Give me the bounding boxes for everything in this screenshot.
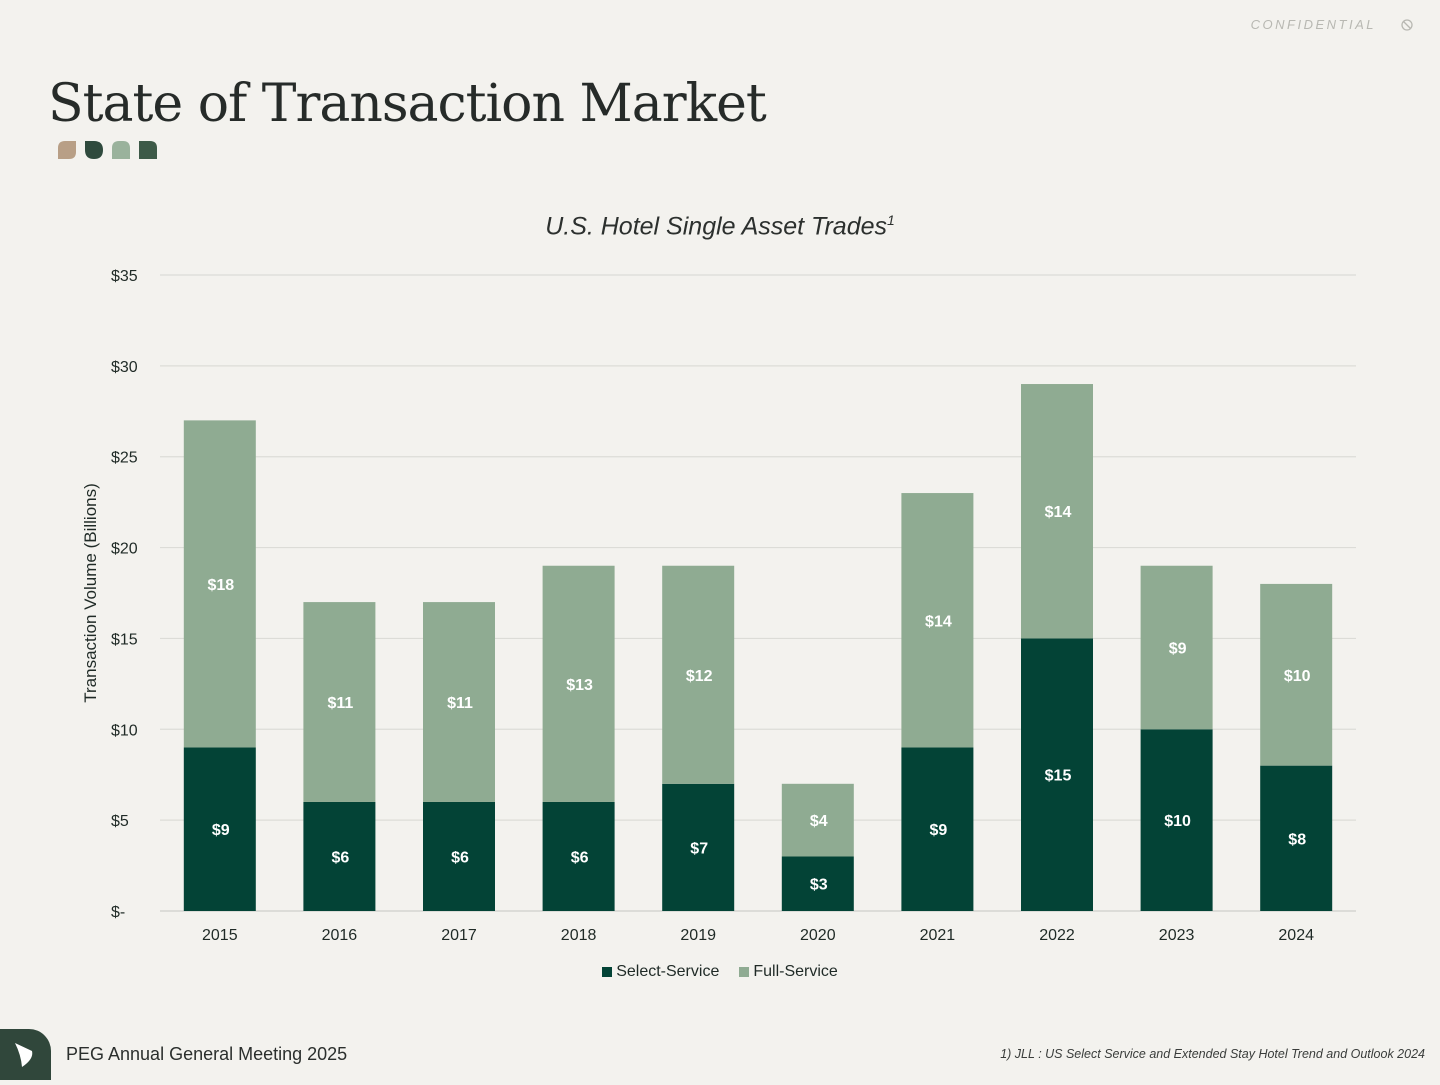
data-label-select-service-2023: $10 — [1164, 813, 1191, 830]
data-label-select-service-2019: $7 — [690, 840, 708, 857]
data-label-full-service-2017: $11 — [447, 695, 473, 712]
chart-title-footnote-mark: 1 — [887, 212, 895, 228]
y-tick-label: $20 — [111, 541, 138, 558]
data-label-full-service-2022: $14 — [1045, 504, 1072, 521]
x-tick-label: 2018 — [561, 927, 597, 944]
bar-full-service-2016 — [303, 602, 376, 802]
y-tick-label: $30 — [111, 359, 138, 376]
leaf-icon-1 — [58, 141, 76, 159]
x-tick-label: 2021 — [920, 927, 956, 944]
data-label-select-service-2018: $6 — [571, 849, 589, 866]
data-label-full-service-2020: $4 — [810, 813, 828, 830]
chart-title: U.S. Hotel Single Asset Trades1 — [545, 212, 895, 241]
bar-full-service-2018 — [542, 565, 615, 802]
data-label-full-service-2016: $11 — [327, 695, 353, 712]
bar-full-service-2024 — [1260, 583, 1333, 766]
y-tick-label: $10 — [111, 722, 138, 739]
legend-swatch-full-service — [739, 967, 750, 977]
bar-select-service-2016 — [303, 801, 376, 911]
chart-legend: Select-Service Full-Service — [0, 963, 1440, 981]
no-share-icon — [1401, 19, 1413, 31]
x-tick-label: 2015 — [202, 927, 238, 944]
x-tick-label: 2023 — [1159, 927, 1195, 944]
data-label-full-service-2019: $12 — [686, 668, 713, 685]
legend-label-full-service: Full-Service — [753, 963, 838, 980]
x-tick-label: 2017 — [441, 927, 477, 944]
bar-full-service-2015 — [183, 420, 256, 748]
legend-item-select-service: Select-Service — [602, 963, 719, 981]
data-label-full-service-2023: $9 — [1169, 641, 1187, 658]
data-label-full-service-2018: $13 — [566, 677, 593, 694]
bar-select-service-2020 — [781, 856, 854, 911]
bar-full-service-2021 — [901, 493, 974, 748]
bar-select-service-2021 — [901, 747, 974, 911]
leaf-icon-2 — [85, 141, 103, 159]
data-label-select-service-2016: $6 — [332, 849, 350, 866]
x-tick-label: 2022 — [1039, 927, 1075, 944]
legend-swatch-select-service — [602, 967, 613, 977]
legend-item-full-service: Full-Service — [739, 963, 838, 981]
y-tick-label: $15 — [111, 631, 138, 648]
bar-select-service-2015 — [183, 747, 256, 911]
y-axis-label: Transaction Volume (Billions) — [81, 483, 100, 703]
data-label-select-service-2021: $9 — [930, 822, 948, 839]
data-label-select-service-2017: $6 — [451, 849, 469, 866]
meeting-name: PEG Annual General Meeting 2025 — [66, 1044, 348, 1064]
bar-full-service-2020 — [781, 783, 854, 857]
x-tick-label: 2020 — [800, 927, 836, 944]
x-tick-label: 2016 — [322, 927, 358, 944]
bar-full-service-2023 — [1140, 565, 1213, 730]
bar-full-service-2022 — [1021, 384, 1093, 639]
bar-select-service-2023 — [1140, 729, 1213, 911]
data-label-select-service-2024: $8 — [1288, 831, 1306, 848]
company-logo — [0, 1029, 51, 1080]
bar-select-service-2018 — [542, 801, 615, 911]
leaf-icon-3 — [112, 141, 130, 159]
y-tick-label: $35 — [111, 268, 138, 285]
data-label-select-service-2015: $9 — [212, 822, 230, 839]
page-title: State of Transaction Market — [48, 74, 767, 134]
bar-select-service-2019 — [662, 783, 735, 911]
x-tick-label: 2019 — [680, 927, 716, 944]
y-tick-label: $5 — [111, 813, 129, 830]
data-label-select-service-2020: $3 — [810, 877, 828, 894]
y-tick-label: $25 — [111, 450, 138, 467]
x-tick-label: 2024 — [1278, 927, 1314, 944]
y-tick-label: $- — [111, 904, 125, 921]
legend-label-select-service: Select-Service — [616, 963, 720, 980]
data-label-full-service-2021: $14 — [925, 613, 952, 630]
bar-select-service-2017 — [423, 801, 495, 911]
bar-full-service-2017 — [423, 602, 495, 802]
bar-select-service-2024 — [1260, 765, 1333, 911]
confidential-label: CONFIDENTIAL — [1250, 17, 1376, 32]
leaf-icon-4 — [139, 141, 157, 159]
data-label-full-service-2015: $18 — [207, 577, 234, 594]
leaf-logo-icon — [15, 1043, 33, 1067]
source-footnote: 1) JLL : US Select Service and Extended … — [1000, 1047, 1425, 1061]
data-label-full-service-2024: $10 — [1284, 668, 1311, 685]
leaf-motif — [58, 141, 157, 159]
bar-full-service-2019 — [662, 565, 735, 784]
data-label-select-service-2022: $15 — [1045, 768, 1072, 785]
bar-select-service-2022 — [1021, 638, 1093, 911]
